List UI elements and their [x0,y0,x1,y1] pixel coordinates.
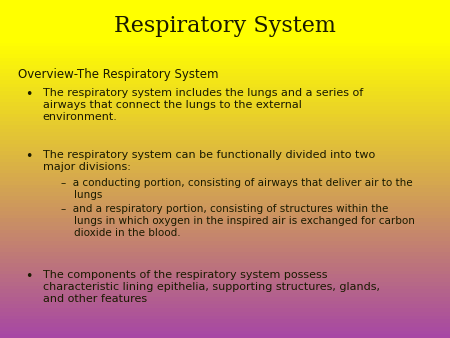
Bar [0,159,450,162]
Bar [0,114,450,117]
Bar [0,289,450,293]
Bar [0,316,450,319]
Bar [0,110,450,114]
Bar [0,95,450,99]
Bar [0,286,450,289]
Bar [0,155,450,159]
Text: •: • [25,88,32,101]
Bar [0,323,450,327]
Bar [0,244,450,248]
Bar [0,248,450,252]
Bar [0,61,450,65]
Text: –  and a respiratory portion, consisting of structures within the
    lungs in w: – and a respiratory portion, consisting … [61,204,414,239]
Bar [0,293,450,297]
Bar [0,132,450,136]
Bar [0,80,450,84]
Text: •: • [25,150,32,163]
Bar [0,207,450,211]
Bar [0,177,450,181]
Bar [0,39,450,43]
Bar [0,54,450,57]
Bar [0,162,450,166]
Bar [0,308,450,312]
Bar [0,260,450,263]
Bar [0,99,450,102]
Bar [0,117,450,121]
Bar [0,263,450,267]
Bar [0,50,450,54]
Bar [0,230,450,233]
Bar [0,274,450,278]
Bar [0,319,450,323]
Bar [0,151,450,155]
Bar [0,297,450,300]
Bar [0,215,450,218]
Bar [0,91,450,95]
Bar [0,312,450,316]
Bar [0,252,450,256]
Text: The respiratory system includes the lungs and a series of
airways that connect t: The respiratory system includes the lung… [43,88,363,122]
Bar [0,136,450,140]
Bar [0,327,450,331]
Bar [0,203,450,207]
Bar [0,65,450,69]
Bar [0,173,450,177]
Bar [0,144,450,147]
Bar [0,222,450,226]
Bar [0,147,450,151]
Bar [0,121,450,125]
Text: The respiratory system can be functionally divided into two
major divisions:: The respiratory system can be functional… [43,150,375,172]
Bar [0,46,450,50]
Bar [0,43,450,46]
Bar [0,196,450,200]
Bar [0,334,450,338]
Text: Respiratory System: Respiratory System [114,15,336,37]
Bar [0,226,450,230]
Bar [0,102,450,106]
Bar [0,211,450,215]
Bar [0,140,450,144]
Bar [0,84,450,88]
Bar [0,189,450,192]
Bar [0,106,450,110]
Bar [0,271,450,274]
Text: The components of the respiratory system possess
characteristic lining epithelia: The components of the respiratory system… [43,270,380,305]
Bar [0,241,450,244]
Bar [0,282,450,286]
Text: •: • [25,270,32,283]
Bar [0,233,450,237]
Bar [0,278,450,282]
Bar [0,200,450,203]
Bar [0,256,450,260]
Bar [0,166,450,170]
Bar [0,69,450,73]
Bar [0,267,450,271]
Bar [0,129,450,132]
Bar [0,88,450,91]
Bar [0,304,450,308]
Bar [0,185,450,189]
Bar [0,192,450,196]
Bar [0,57,450,61]
Bar [0,237,450,241]
Bar [0,170,450,173]
Bar [0,181,450,185]
Bar [0,331,450,334]
Text: Overview-The Respiratory System: Overview-The Respiratory System [18,68,219,80]
Text: –  a conducting portion, consisting of airways that deliver air to the
    lungs: – a conducting portion, consisting of ai… [61,178,412,200]
Bar [0,76,450,80]
Bar [0,73,450,76]
Bar [0,125,450,129]
Bar [0,300,450,304]
Bar [0,218,450,222]
